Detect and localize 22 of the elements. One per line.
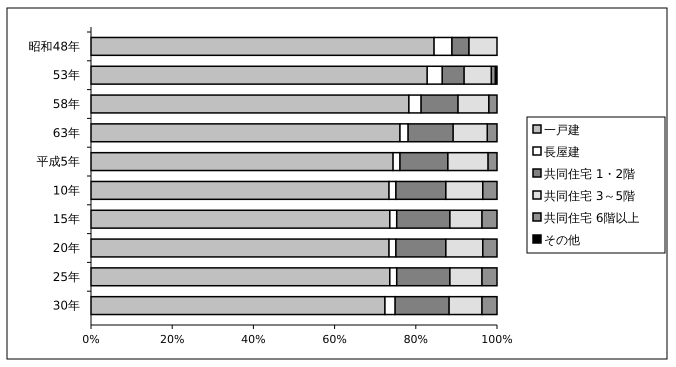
y-tick-label: 53年 — [52, 68, 80, 82]
x-tick-label: 0% — [82, 333, 100, 346]
x-tick-label: 40% — [241, 333, 266, 346]
legend-label: 長屋建 — [544, 145, 580, 159]
legend-label: 一戸建 — [544, 123, 580, 137]
legend-label: その他 — [544, 233, 580, 247]
legend-label: 共同住宅 6階以上 — [544, 211, 640, 225]
y-tick-label: 15年 — [52, 212, 80, 226]
legend-label: 共同住宅 1・2階 — [544, 167, 636, 181]
x-tick-label: 80% — [404, 333, 428, 346]
x-tick-label: 20% — [160, 333, 184, 346]
y-tick-label: 平成5年 — [36, 154, 80, 169]
y-tick-label: 25年 — [52, 270, 80, 284]
y-tick-label: 昭和48年 — [28, 39, 80, 54]
legend-label: 共同住宅 3～5階 — [544, 189, 636, 203]
x-tick-label: 60% — [322, 333, 347, 346]
y-tick-label: 30年 — [52, 298, 80, 313]
y-tick-label: 10年 — [52, 183, 80, 198]
y-tick-label: 63年 — [52, 126, 80, 140]
y-tick-label: 20年 — [52, 241, 80, 255]
y-tick-label: 58年 — [52, 97, 80, 111]
x-tick-label: 100% — [481, 333, 513, 346]
